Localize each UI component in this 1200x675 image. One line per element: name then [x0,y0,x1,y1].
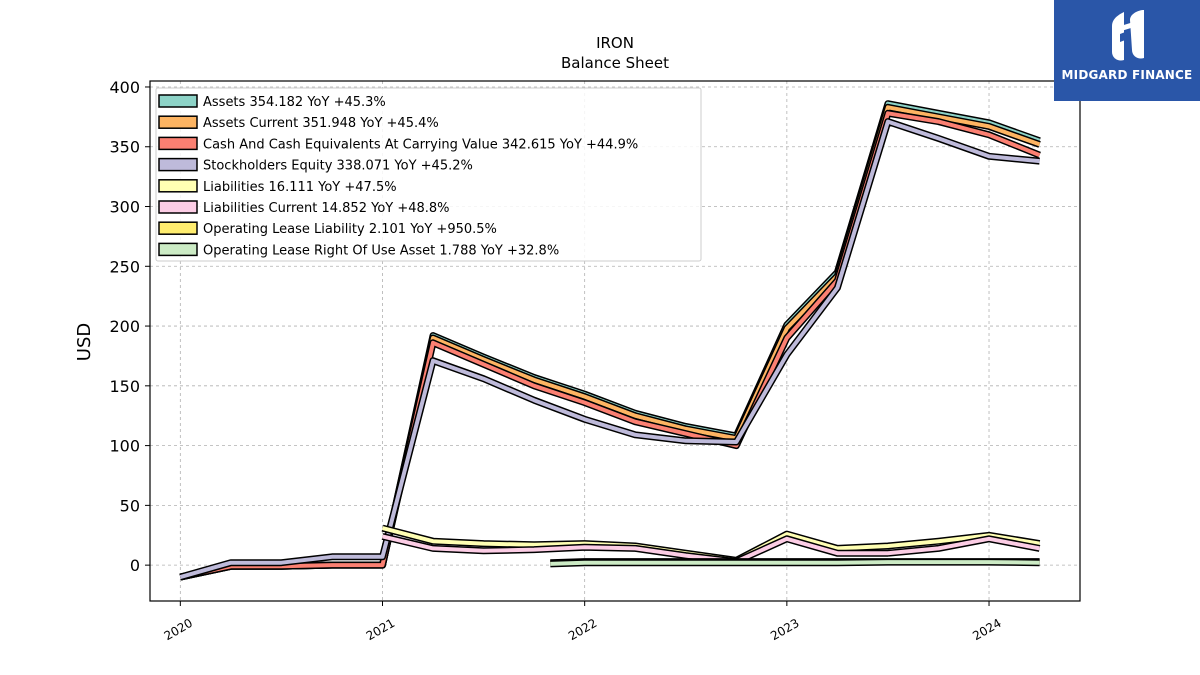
legend-swatch [158,200,198,214]
x-tick-label: 2021 [364,616,397,643]
legend-swatch [158,136,198,151]
series-line-8 [550,560,1040,566]
legend-swatch [158,221,198,235]
legend-label: Stockholders Equity 338.071 YoY +45.2% [203,159,473,174]
x-tick-label: 2020 [162,616,195,643]
legend-label: Operating Lease Liability 2.101 YoY +950… [203,222,497,237]
legend-label: Assets Current 351.948 YoY +45.4% [203,116,439,131]
y-tick-label: 100 [109,437,140,456]
y-tick-label: 0 [130,556,140,575]
plot-frame [149,80,1081,602]
x-tick-label: 2023 [768,616,801,643]
y-tick-label: 200 [109,317,140,336]
legend-swatch [158,115,198,129]
legend-swatch [158,94,198,108]
series-line-3 [179,111,1041,580]
y-tick-label: 250 [109,257,140,276]
legend-label: Operating Lease Right Of Use Asset 1.788… [203,243,559,258]
y-tick-label: 400 [109,78,140,97]
midgard-finance-logo: MIDGARD FINANCE [1054,0,1200,101]
brand-name: MIDGARD FINANCE [1061,68,1193,82]
y-tick-label: 350 [109,138,140,157]
chart-subtitle: Balance Sheet [561,54,669,72]
legend-swatch [158,242,198,257]
x-tick-label: 2024 [970,616,1003,643]
legend-label: Cash And Cash Equivalents At Carrying Va… [203,137,638,152]
series-lines [179,100,1041,581]
midgard-logo-icon [1112,10,1144,61]
y-tick-label: 300 [109,198,140,217]
y-tick-label: 150 [109,377,140,396]
legend: Assets 354.182 YoY +45.3% Assets Current … [155,87,702,262]
legend-label: Assets 354.182 YoY +45.3% [203,95,386,110]
y-axis-label: USD [74,323,95,361]
chart-title: IRON [596,34,634,52]
legend-label: Liabilities 16.111 YoY +47.5% [203,180,397,195]
series-line-4 [179,119,1040,580]
legend-label: Liabilities Current 14.852 YoY +48.8% [203,201,450,216]
x-tick-label: 2022 [566,616,599,643]
legend-box [155,87,702,262]
legend-swatch [158,157,198,172]
legend-swatch [158,179,198,193]
y-tick-label: 50 [120,496,140,515]
